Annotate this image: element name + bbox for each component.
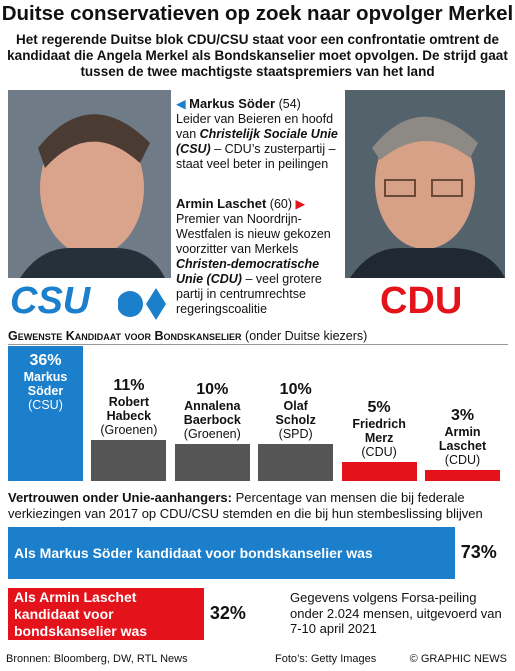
bar-label: 36% Markus Söder (CSU) — [12, 352, 79, 412]
face — [375, 117, 475, 249]
photos — [8, 90, 505, 278]
logo-cdu: CDU — [380, 280, 463, 322]
text: – veel grotere partij in centrumrechtse … — [176, 272, 322, 316]
subtitle: Het regerende Duitse blok CDU/CSU staat … — [7, 32, 508, 79]
value-label: 73% — [460, 542, 497, 562]
category-label: Friedrich Merz — [352, 417, 406, 446]
party-label: (Groenen) — [100, 422, 158, 437]
bar — [8, 346, 83, 481]
category-label: Armin Laschet — [438, 424, 487, 453]
value-label: 11% — [113, 376, 145, 394]
category-label: Olaf Scholz — [275, 398, 316, 427]
chart-title: Gewenste Kandidaat voor Bondskanselier (… — [8, 329, 367, 343]
value-label: 5% — [367, 399, 391, 417]
subtitle: (onder Duitse kiezers) — [245, 329, 368, 343]
party-label: (SPD) — [278, 426, 313, 441]
chart-title: Vertrouwen onder Unie-aanhangers: Percen… — [8, 490, 508, 522]
bar-label: 10% Olaf Scholz (SPD) — [262, 381, 329, 441]
hair — [372, 116, 478, 160]
profile: Armin Laschet (60) ▶ Premier van Noordri… — [176, 196, 331, 316]
bar — [425, 469, 500, 481]
text: Christen-democratische Unie (CDU) — [176, 257, 320, 286]
text: – CDU’s zusterpartij – staat veel beter … — [176, 142, 336, 171]
name: Armin Laschet — [176, 196, 267, 211]
bar — [91, 439, 167, 481]
value-label: 32% — [209, 603, 246, 623]
age: (60) — [269, 197, 293, 211]
bar-label: 5% Friedrich Merz (CDU) — [346, 399, 413, 459]
photo-credit: Foto’s: Getty Images — [275, 653, 377, 665]
suit — [20, 248, 165, 278]
party-label: (CSU) — [28, 398, 63, 412]
text: Premier van Noordrijn-Westfalen is nieuw… — [176, 212, 331, 256]
value-label: 10% — [279, 380, 312, 398]
bar — [8, 588, 204, 640]
value-label: 3% — [450, 406, 475, 424]
bar — [174, 443, 250, 481]
age: (54) — [278, 97, 301, 111]
hair — [38, 114, 150, 168]
bar — [8, 527, 455, 579]
bar-label: Als Markus Söder kandidaat voor bondskan… — [14, 544, 373, 561]
glasses — [384, 179, 463, 197]
value-label: 36% — [29, 352, 62, 369]
party-label: (CDU) — [444, 452, 481, 467]
logo-icons — [118, 288, 166, 320]
category-label: Robert Habeck — [106, 394, 152, 423]
profile: ◀ Markus Söder (54) Leider van Beieren e… — [176, 96, 338, 171]
party-label: (Groenen) — [183, 426, 241, 441]
title: Gewenste Kandidaat voor Bondskanselier — [8, 329, 242, 343]
text: Leider van Beieren en hoofd van — [176, 112, 334, 141]
credit: © GRAPHIC NEWS — [409, 653, 507, 665]
subtitle: Percentage van mensen die bij federale v… — [8, 490, 483, 521]
bar-label: 10% Annalena Baerbock (Groenen) — [179, 381, 246, 441]
rule — [8, 344, 508, 345]
bar-label: 11% Robert Habeck (Groenen) — [95, 377, 162, 437]
category-label: Annalena Baerbock — [183, 398, 241, 427]
title: Duitse conservatieven op zoek naar opvol… — [1, 2, 514, 25]
bar-label: Als Armin Laschet kandidaat voor bondska… — [14, 588, 148, 639]
text: Christelijk Sociale Unie (CSU) — [176, 127, 338, 156]
face — [40, 120, 144, 256]
suit — [350, 248, 505, 278]
sources: Bronnen: Bloomberg, DW, RTL News — [6, 653, 188, 665]
title: Vertrouwen onder Unie-aanhangers: — [8, 490, 232, 505]
bar-label: 3% Armin Laschet (CDU) — [429, 407, 496, 467]
bar — [258, 443, 334, 481]
category-label: Markus Söder — [23, 370, 68, 398]
party-label: (CDU) — [361, 445, 397, 460]
bar — [341, 462, 417, 481]
note: Gegevens volgens Forsa-peiling onder 2.0… — [290, 590, 502, 636]
value-label: 10% — [196, 380, 229, 398]
logo-csu: CSU — [10, 280, 91, 322]
name: Markus Söder — [189, 96, 276, 111]
